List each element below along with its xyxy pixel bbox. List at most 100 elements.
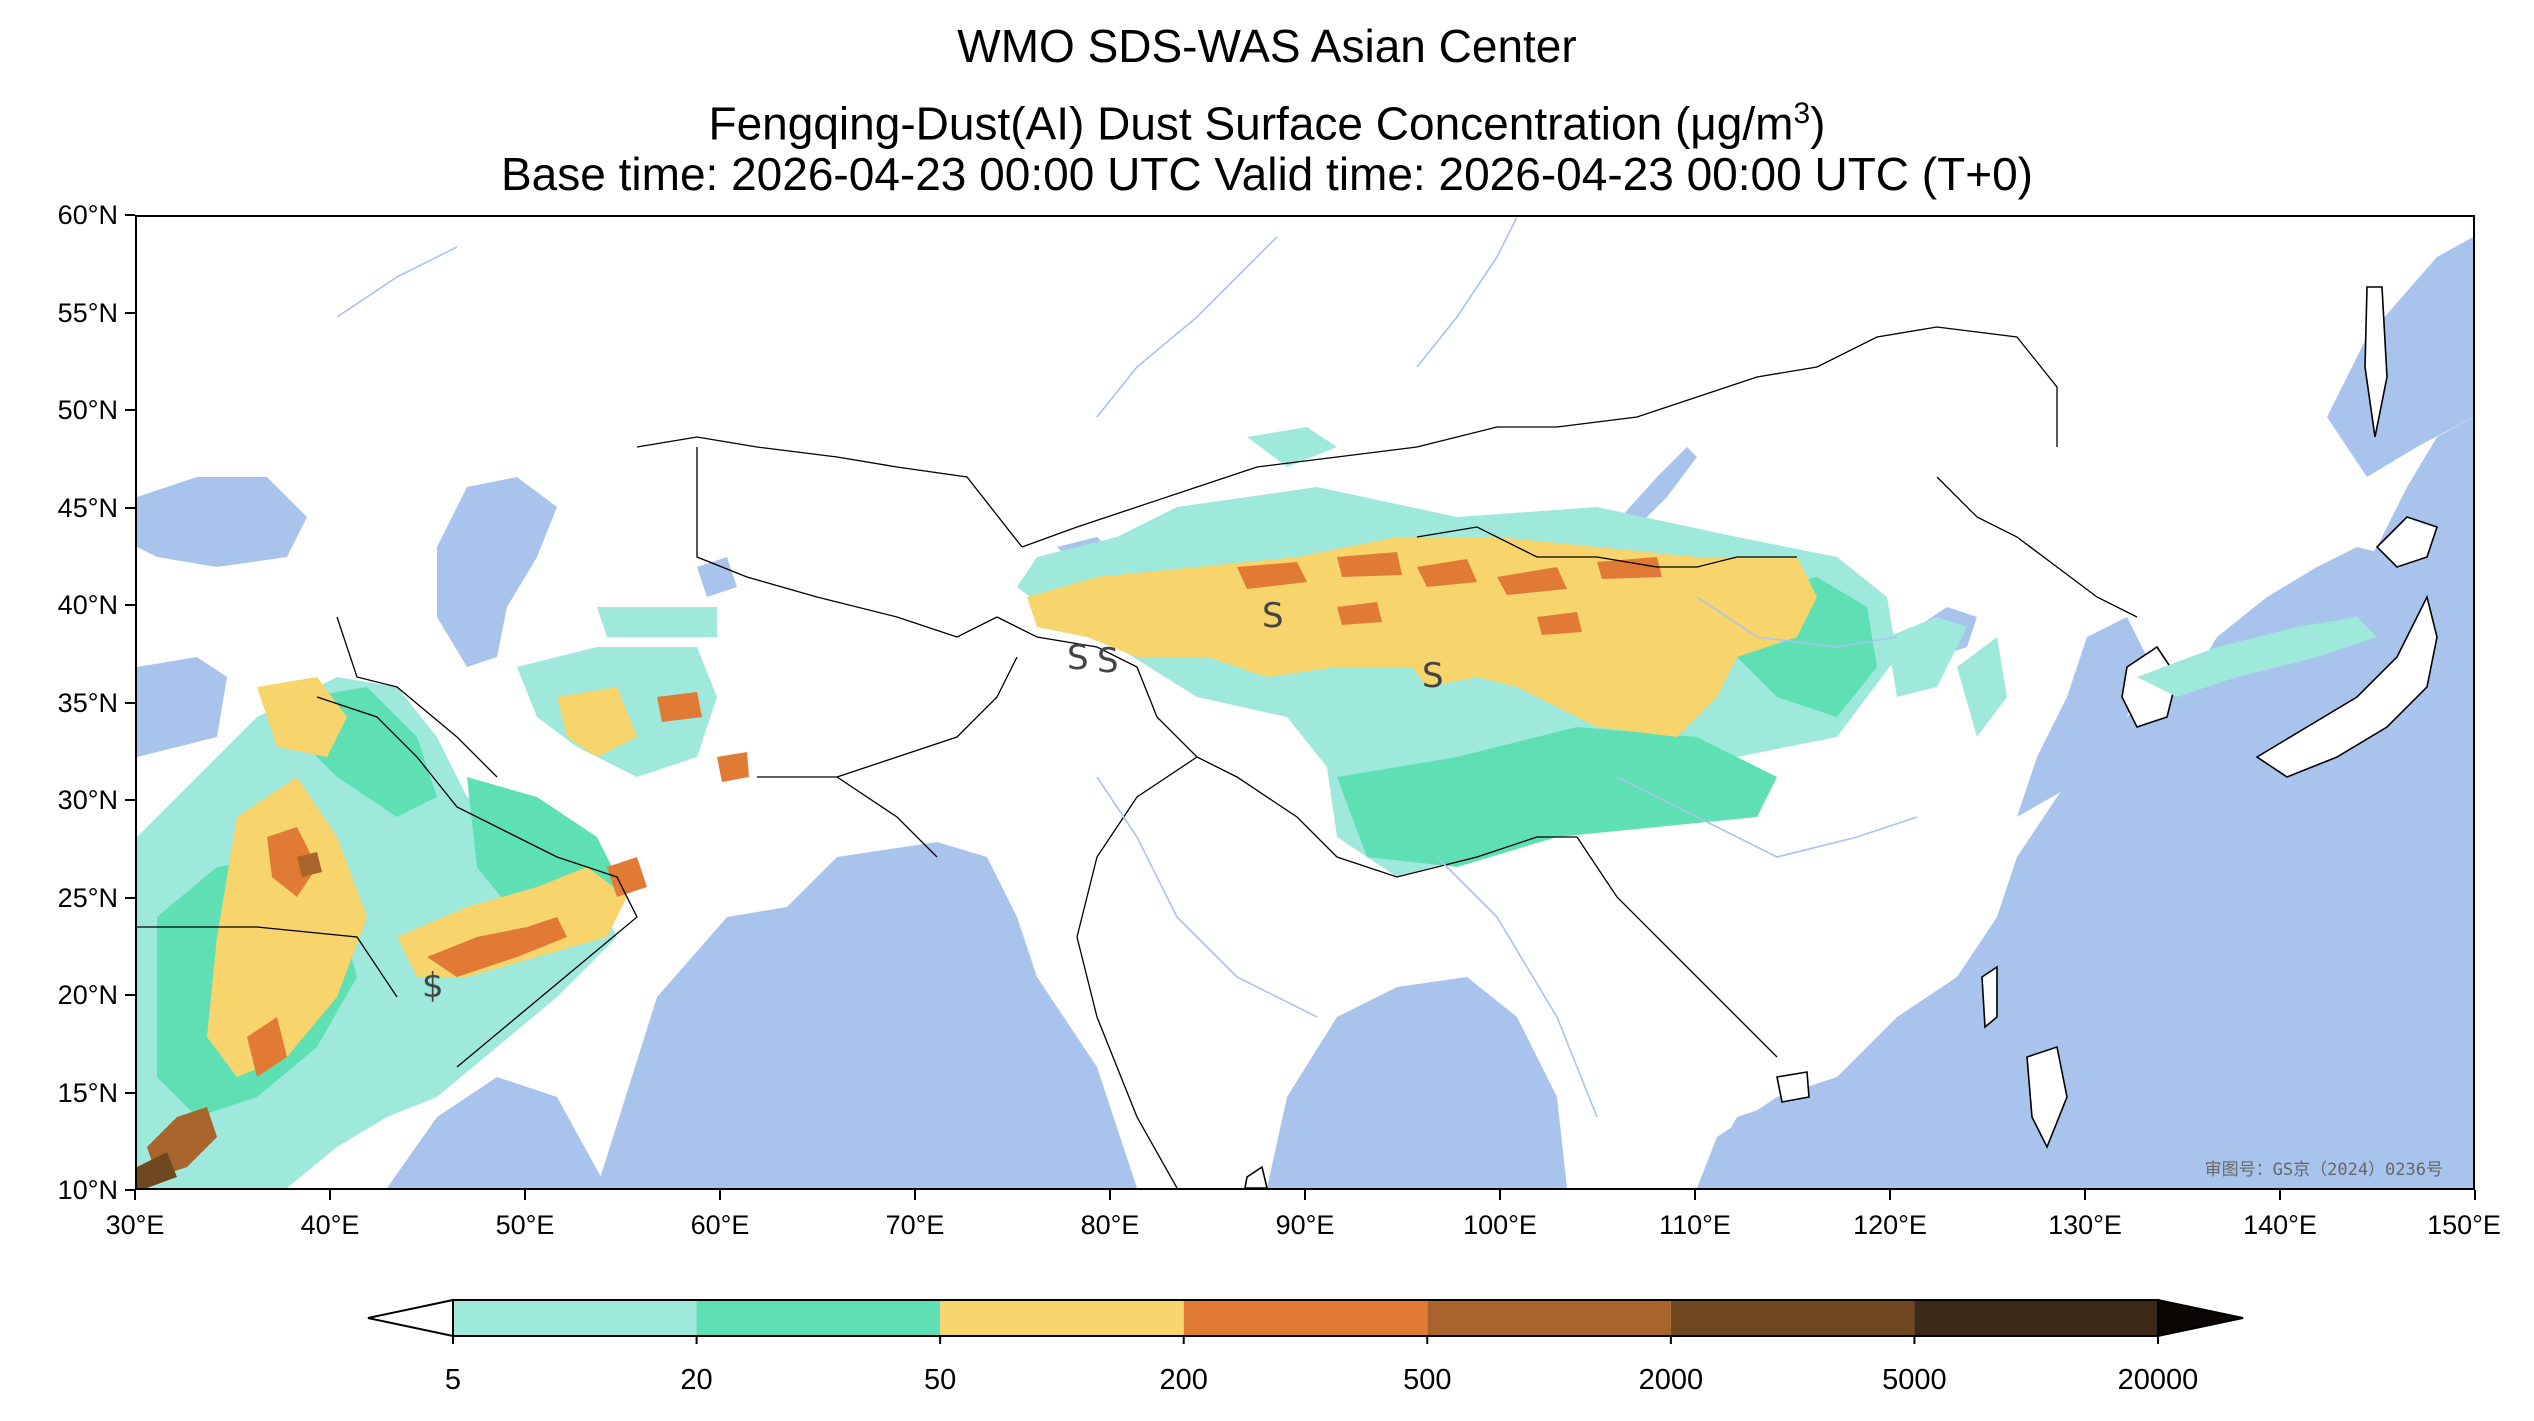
colorbar-level-label: 200 <box>1159 1364 1208 1396</box>
philippine-sea <box>1987 937 2473 1188</box>
map-approval-stamp: 审图号：GS京（2024）0236号 <box>2204 1160 2443 1180</box>
lat-tick-label: 25°N <box>57 882 118 913</box>
lon-tick-label: 70°E <box>885 1210 945 1240</box>
lat-tick-mark <box>125 701 135 704</box>
taiwan <box>1981 965 1998 1029</box>
lon-tick-mark <box>1499 1190 1501 1200</box>
lon-tick-label: 80°E <box>1080 1210 1140 1240</box>
colorbar-level-label: 20000 <box>2117 1364 2199 1396</box>
lon-tick-mark <box>2279 1190 2281 1200</box>
lon-tick-mark <box>914 1190 916 1200</box>
dust-layer <box>137 427 2377 1188</box>
map-area[interactable]: S S S S $ 审图号：GS京（2024）0236号 <box>135 215 2475 1190</box>
subtitle-prefix: Fengqing-Dust(AI) Dust Surface Concentra… <box>708 97 1691 150</box>
rivers <box>336 217 1918 1118</box>
storm-symbol-5: $ <box>422 966 444 1006</box>
time-line: Base time: 2026-04-23 00:00 UTC Valid ti… <box>501 148 2033 200</box>
black-sea <box>137 477 307 567</box>
arabian-sea <box>597 842 1137 1188</box>
colorbar-segment <box>1427 1300 1671 1336</box>
luzon <box>2026 1045 2068 1149</box>
lat-tick-mark <box>125 409 135 411</box>
lon-tick-label: 100°E <box>1463 1210 1537 1240</box>
colorbar-segment <box>1183 1300 1428 1336</box>
lat-tick-mark <box>125 604 135 606</box>
lat-tick-mark <box>125 896 135 899</box>
colorbar-segment <box>1914 1300 2158 1336</box>
lat-tick-label: 20°N <box>57 980 118 1010</box>
map-subtitle: Fengqing-Dust(AI) Dust Surface Concentra… <box>0 88 2534 149</box>
sri-lanka <box>1244 1165 1268 1188</box>
lat-tick-label: 15°N <box>57 1077 118 1108</box>
bay-of-bengal <box>1267 977 1567 1188</box>
lat-tick-label: 40°N <box>57 590 118 620</box>
lon-tick-label: 30°E <box>105 1210 165 1240</box>
colorbar-level-label: 5000 <box>1882 1364 1947 1396</box>
map-title: WMO SDS-WAS Asian Center <box>957 20 1577 72</box>
lake-baikal <box>1612 447 1697 537</box>
korea <box>2121 645 2178 728</box>
lat-tick-label: 50°N <box>57 395 118 425</box>
colorbar-segment <box>940 1300 1184 1336</box>
colorbar-frame <box>452 1299 2159 1337</box>
colorbar-segment <box>696 1300 941 1336</box>
colorbar-level-label: 2000 <box>1638 1364 1704 1396</box>
colorbar-extend-max <box>2157 1298 2244 1338</box>
unit-text: g/m <box>1716 97 1794 150</box>
lat-tick-mark <box>125 1091 135 1094</box>
lon-tick-label: 60°E <box>690 1210 750 1240</box>
lon-tick-label: 110°E <box>1659 1210 1731 1240</box>
storm-symbol-2: S <box>1097 641 1119 681</box>
lat-tick-label: 30°N <box>57 785 118 815</box>
lon-tick-mark <box>719 1190 721 1200</box>
colorbar-extend-min <box>367 1298 454 1338</box>
yellow-sea <box>2017 617 2147 817</box>
lat-tick-mark <box>125 799 135 801</box>
lat-tick-label: 60°N <box>57 200 118 230</box>
lon-tick-mark <box>524 1190 526 1200</box>
colorbar-level-label: 500 <box>1403 1364 1452 1396</box>
map-canvas[interactable]: S S S S $ <box>137 217 2473 1188</box>
okhotsk-sea <box>2327 237 2473 477</box>
caspian-sea <box>437 477 557 667</box>
lat-tick-label: 35°N <box>57 687 118 718</box>
hokkaido <box>2375 516 2439 568</box>
lon-tick-label: 50°E <box>495 1210 555 1240</box>
south-china-sea <box>1697 1097 1927 1188</box>
land-layer <box>1244 286 2439 1188</box>
lat-tick-mark <box>125 311 135 314</box>
lat-tick-label: 55°N <box>57 297 118 328</box>
unit-exponent: 3 <box>1793 97 1811 130</box>
borders <box>137 326 2138 1188</box>
lon-tick-mark <box>1889 1190 1891 1200</box>
colorbar-level-label: 50 <box>924 1364 957 1396</box>
subtitle-suffix: ) <box>1810 97 1826 150</box>
storm-symbol-4: S <box>1422 656 1444 696</box>
lon-tick-mark <box>134 1190 136 1200</box>
sakhalin <box>2364 286 2388 438</box>
lon-tick-mark <box>1694 1190 1696 1200</box>
lon-tick-label: 150°E <box>2427 1210 2501 1240</box>
colorbar-level-label: 20 <box>680 1364 713 1396</box>
japan-honshu <box>2255 594 2438 778</box>
storm-symbol-1: S <box>1067 638 1089 678</box>
lat-tick-mark <box>125 994 135 996</box>
colorbar-segment <box>453 1300 697 1336</box>
lon-tick-label: 120°E <box>1853 1210 1927 1240</box>
colorbar-segment <box>1670 1300 1915 1336</box>
lon-tick-label: 140°E <box>2243 1210 2317 1240</box>
lat-tick-mark <box>125 214 135 216</box>
unit-mu: μ <box>1690 97 1717 150</box>
lat-tick-mark <box>125 506 135 509</box>
colorbar-level-label: 5 <box>444 1364 462 1396</box>
lon-tick-mark <box>2474 1190 2476 1200</box>
lat-tick-label: 45°N <box>57 492 118 523</box>
lon-tick-mark <box>1304 1190 1306 1200</box>
red-sea-gulf-aden <box>387 1077 607 1188</box>
lon-tick-mark <box>1109 1190 1111 1200</box>
lon-tick-mark <box>2084 1190 2086 1200</box>
lat-tick-label: 10°N <box>57 1175 118 1205</box>
lon-tick-label: 40°E <box>300 1210 360 1240</box>
lon-tick-label: 90°E <box>1275 1210 1335 1240</box>
mediterranean <box>137 657 227 757</box>
